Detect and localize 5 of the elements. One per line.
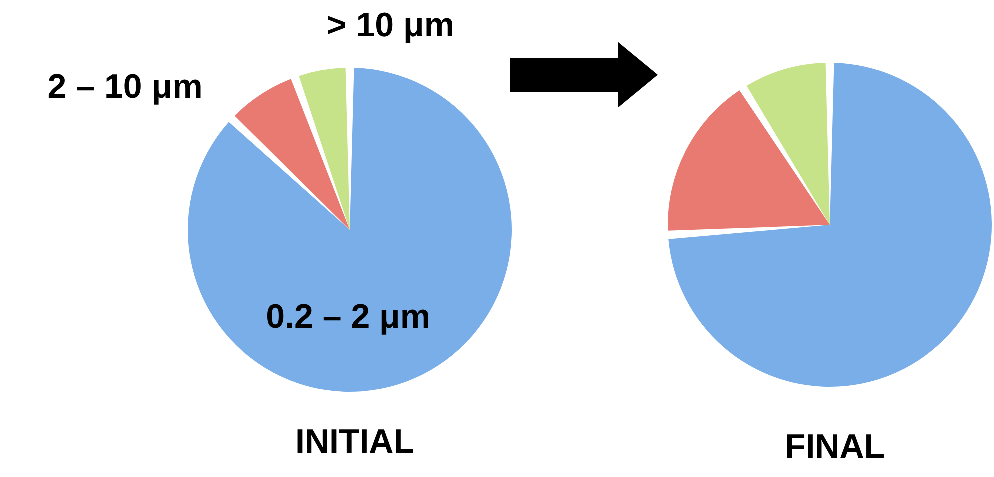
text: FINAL — [784, 428, 886, 466]
text: INITIAL — [296, 423, 414, 461]
slice-label: 2 – 10 μm — [48, 68, 203, 106]
slice-label: > 10 μm — [326, 6, 455, 45]
slice-label: 0.2 – 2 μm — [266, 298, 431, 336]
